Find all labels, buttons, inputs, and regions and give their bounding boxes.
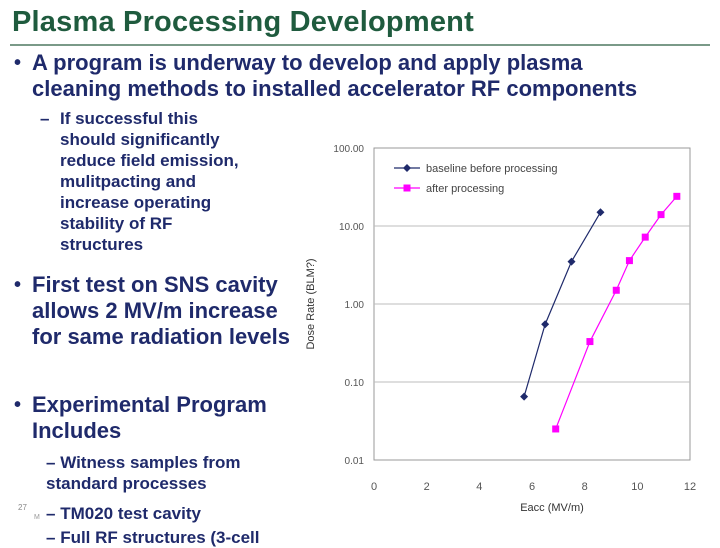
sub-bullet-witness: – Witness samples from standard processe… <box>46 452 306 494</box>
dash-icon: – <box>46 453 61 472</box>
legend-marker <box>403 184 411 192</box>
legend-marker <box>403 164 411 172</box>
bullet-dot: • <box>14 52 22 74</box>
sub-bullet-tm020: – TM020 test cavity <box>46 504 201 524</box>
bullet-first-test-text: First test on SNS cavity allows 2 MV/m i… <box>32 272 290 349</box>
bullet-dot: • <box>14 394 22 416</box>
slide-number: 27 <box>18 503 27 512</box>
sub-line: reduce field emission, <box>60 151 239 170</box>
sub-line: stability of RF <box>60 214 173 233</box>
title-rule <box>10 44 710 46</box>
y-tick-label: 0.01 <box>345 456 365 467</box>
bullet-program-text: A program is underway to develop and app… <box>32 50 638 101</box>
legend-entry: baseline before processing <box>426 163 557 175</box>
dash-icon: – <box>40 109 50 128</box>
sub-bullet-full-rf-text: Full RF structures (3-cell <box>60 528 260 547</box>
x-tick-label: 10 <box>631 481 643 493</box>
x-tick-label: 4 <box>476 481 482 493</box>
chart-legend: baseline before processing after processi… <box>394 163 557 195</box>
data-point <box>673 192 681 200</box>
slide-title: Plasma Processing Development <box>12 6 474 38</box>
x-tick-label: 2 <box>424 481 430 493</box>
chart-axes: 100.00 10.00 1.00 0.10 0.01 0 2 4 6 8 10 12 Eacc (MV… <box>305 144 696 514</box>
sub-bullet-tm020-text: TM020 test cavity <box>60 504 201 523</box>
sub-line: should significantly <box>60 130 220 149</box>
y-tick-label: 100.00 <box>333 144 364 155</box>
x-tick-label: 6 <box>529 481 535 493</box>
data-point <box>596 208 605 217</box>
chart-grid <box>373 147 691 461</box>
sub-line: If successful this <box>60 109 198 128</box>
x-tick-label: 0 <box>371 481 377 493</box>
bullet-first-test: • First test on SNS cavity allows 2 MV/m… <box>14 272 302 350</box>
y-tick-label: 1.00 <box>345 300 365 311</box>
y-tick-label: 10.00 <box>339 222 364 233</box>
sub-bullet-full-rf: – Full RF structures (3-cell <box>46 528 260 548</box>
data-point <box>612 286 620 294</box>
sub-bullet-witness-text: Witness samples from standard processes <box>46 453 241 493</box>
x-tick-label: 8 <box>582 481 588 493</box>
data-point <box>625 257 633 265</box>
data-point <box>567 257 576 266</box>
chart-series <box>520 192 681 433</box>
data-point <box>520 392 529 401</box>
footer-text: M <box>34 514 40 521</box>
data-point <box>657 211 665 219</box>
bullet-dot: • <box>14 274 22 296</box>
dash-icon: – <box>46 528 61 547</box>
sub-line: increase operating <box>60 193 212 212</box>
sub-bullet-successful: – If successful this should significantl… <box>40 108 290 255</box>
y-axis-label: Dose Rate (BLM?) <box>305 258 317 349</box>
data-point <box>552 425 560 433</box>
x-tick-label: 12 <box>684 481 696 493</box>
x-axis-label: Eacc (MV/m) <box>520 502 584 514</box>
data-point <box>641 233 649 241</box>
dash-icon: – <box>46 504 61 523</box>
bullet-experimental-text: Experimental Program Includes <box>32 392 267 443</box>
sub-line: mulitpacting and <box>60 172 196 191</box>
data-point <box>541 320 550 329</box>
bullet-program: • A program is underway to develop and a… <box>14 50 672 102</box>
legend-entry: after processing <box>426 183 504 195</box>
data-point <box>586 338 594 346</box>
dose-rate-chart: 100.00 10.00 1.00 0.10 0.01 0 2 4 6 8 10 12 Eacc (MV… <box>305 144 696 514</box>
bullet-experimental: • Experimental Program Includes <box>14 392 302 444</box>
sub-line: structures <box>60 235 144 254</box>
y-tick-label: 0.10 <box>345 378 365 389</box>
series-line <box>523 211 601 397</box>
